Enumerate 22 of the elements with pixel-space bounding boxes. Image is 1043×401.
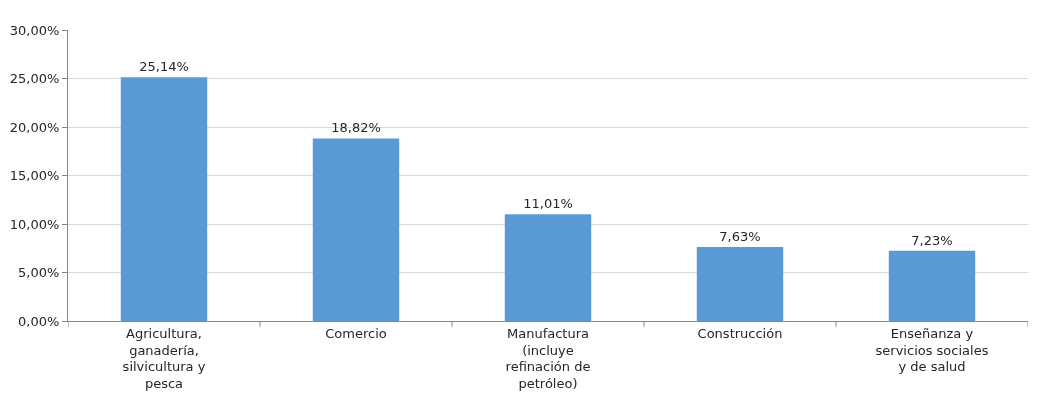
y-tick-label: 10,00% <box>9 216 60 232</box>
y-tick-label: 5,00% <box>18 265 60 281</box>
bar <box>504 214 592 321</box>
y-tick-label: 25,00% <box>9 71 60 87</box>
data-label: 7,63% <box>719 228 761 244</box>
x-tick-label: Agricultura, ganadería, silvicultura y pesca <box>122 325 206 392</box>
data-label: 18,82% <box>331 120 381 136</box>
bar <box>120 77 208 321</box>
bar <box>312 138 400 321</box>
x-tick-label: Enseñanza y servicios sociales y de salud <box>875 325 989 375</box>
bar <box>696 246 784 321</box>
y-tick-label: 30,00% <box>9 22 60 38</box>
data-label: 7,23% <box>911 232 953 248</box>
y-tick-label: 0,00% <box>18 313 60 329</box>
x-tick-label: Comercio <box>325 325 387 341</box>
data-label: 25,14% <box>139 59 189 75</box>
x-tick-label: Construcción <box>697 325 783 341</box>
data-label: 11,01% <box>523 196 573 212</box>
x-tick-label: Manufactura (incluye refinación de petróleo) <box>505 325 591 392</box>
bar <box>888 250 976 321</box>
y-tick-label: 15,00% <box>9 168 60 184</box>
y-tick-label: 20,00% <box>9 119 60 135</box>
